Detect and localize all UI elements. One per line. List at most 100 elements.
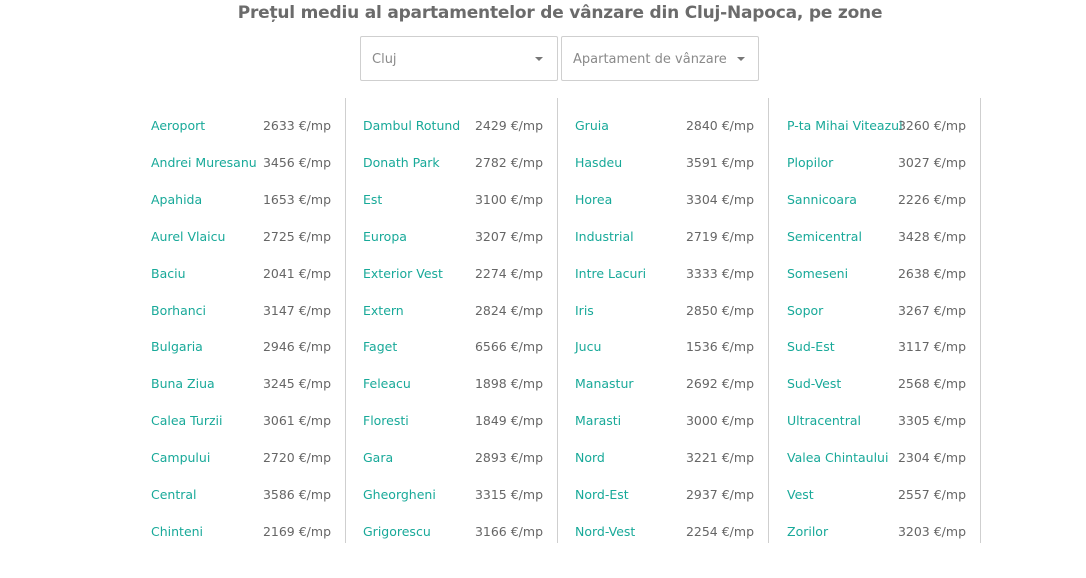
zone-column: Dambul Rotund 2429 €/mp Donath Park 2782 €/…: [352, 98, 558, 543]
property-type-select[interactable]: Apartament de vânzare: [561, 36, 759, 81]
zone-link[interactable]: Semicentral: [787, 228, 862, 244]
zone-row: Industrial 2719 €/mp: [564, 227, 768, 247]
zone-link[interactable]: Nord-Est: [575, 487, 629, 502]
zone-price: 2840 €/mp: [685, 118, 754, 133]
zone-link[interactable]: P-ta Mihai Viteazul: [787, 118, 903, 133]
zone-link[interactable]: Ultracentral: [787, 413, 861, 429]
zone-price: 6566 €/mp: [474, 339, 543, 355]
zone-link[interactable]: Baciu: [151, 265, 186, 281]
zone-link[interactable]: Gheorgheni: [363, 487, 436, 502]
zone-row: Calea Turzii 3061 €/mp: [140, 411, 345, 431]
zone-link[interactable]: Andrei Muresanu: [151, 154, 257, 170]
zone-link[interactable]: Central: [151, 487, 197, 502]
zone-price: 3203 €/mp: [897, 523, 966, 539]
zone-price: 3315 €/mp: [474, 487, 543, 502]
zone-price: 2725 €/mp: [262, 228, 331, 244]
zone-link[interactable]: Nord-Vest: [575, 523, 636, 539]
zone-link[interactable]: Dambul Rotund: [363, 118, 461, 133]
zone-link[interactable]: Chinteni: [151, 523, 204, 539]
zone-link[interactable]: Plopilor: [787, 154, 834, 170]
zone-link[interactable]: Borhanci: [151, 302, 206, 318]
zone-link[interactable]: Campului: [151, 450, 211, 466]
zone-link[interactable]: Apahida: [151, 191, 203, 207]
zone-link[interactable]: Gara: [363, 450, 394, 466]
zone-row: Exterior Vest 2274 €/mp: [352, 264, 557, 284]
zone-link[interactable]: Sopor: [787, 302, 824, 318]
zone-link[interactable]: Iris: [575, 302, 594, 318]
zone-price: 3166 €/mp: [474, 523, 543, 539]
zone-price: 3586 €/mp: [262, 487, 331, 502]
zone-link[interactable]: Marasti: [575, 413, 622, 429]
zone-link[interactable]: Europa: [363, 228, 407, 244]
zone-price: 3000 €/mp: [685, 413, 754, 429]
zone-price: 2041 €/mp: [262, 265, 331, 281]
zone-link[interactable]: Industrial: [575, 228, 634, 244]
zone-link[interactable]: Feleacu: [363, 376, 411, 392]
zone-price: 2893 €/mp: [474, 450, 543, 466]
zone-link[interactable]: Est: [363, 191, 383, 207]
zone-row: Sud-Vest 2568 €/mp: [776, 374, 980, 394]
zone-link[interactable]: Sud-Est: [787, 339, 835, 355]
zone-row: Buna Ziua 3245 €/mp: [140, 374, 345, 394]
zone-price: 3456 €/mp: [262, 154, 331, 170]
zone-link[interactable]: Vest: [787, 487, 814, 502]
zone-link[interactable]: Intre Lacuri: [575, 265, 647, 281]
zone-row: Gara 2893 €/mp: [352, 448, 557, 468]
zone-link[interactable]: Horea: [575, 191, 613, 207]
zone-price: 3333 €/mp: [685, 265, 754, 281]
zone-row: Dambul Rotund 2429 €/mp: [352, 116, 557, 136]
zone-link[interactable]: Sud-Vest: [787, 376, 842, 392]
zone-price: 3100 €/mp: [474, 191, 543, 207]
zone-price: 2692 €/mp: [685, 376, 754, 392]
zone-row: Sud-Est 3117 €/mp: [776, 337, 980, 357]
zone-link[interactable]: Extern: [363, 302, 404, 318]
zone-row: Grigorescu 3166 €/mp: [352, 522, 557, 542]
zone-row: Manastur 2692 €/mp: [564, 374, 768, 394]
zone-link[interactable]: Donath Park: [363, 154, 440, 170]
zone-row: Semicentral 3428 €/mp: [776, 227, 980, 247]
zone-row: Borhanci 3147 €/mp: [140, 301, 345, 321]
zone-link[interactable]: Zorilor: [787, 523, 829, 539]
zone-link[interactable]: Aeroport: [151, 118, 206, 133]
zone-price: 2633 €/mp: [262, 118, 331, 133]
zone-price: 2850 €/mp: [685, 302, 754, 318]
zone-price: 3245 €/mp: [262, 376, 331, 392]
zone-link[interactable]: Exterior Vest: [363, 265, 443, 281]
zone-link[interactable]: Valea Chintaului: [787, 450, 889, 466]
zone-price: 3304 €/mp: [685, 191, 754, 207]
zone-link[interactable]: Nord: [575, 450, 605, 466]
zone-row: Horea 3304 €/mp: [564, 190, 768, 210]
zone-price: 2226 €/mp: [897, 191, 966, 207]
zone-row: Plopilor 3027 €/mp: [776, 153, 980, 173]
zone-row: P-ta Mihai Viteazul 3260 €/mp: [776, 116, 980, 136]
zone-row: Floresti 1849 €/mp: [352, 411, 557, 431]
zone-row: Marasti 3000 €/mp: [564, 411, 768, 431]
zone-link[interactable]: Hasdeu: [575, 154, 623, 170]
zone-link[interactable]: Jucu: [575, 339, 602, 355]
zone-price: 3117 €/mp: [897, 339, 966, 355]
zone-row: Valea Chintaului 2304 €/mp: [776, 448, 980, 468]
zone-link[interactable]: Aurel Vlaicu: [151, 228, 226, 244]
zone-row: Extern 2824 €/mp: [352, 301, 557, 321]
zone-link[interactable]: Someseni: [787, 265, 849, 281]
zone-link[interactable]: Sannicoara: [787, 191, 857, 207]
city-select[interactable]: Cluj: [360, 36, 558, 81]
zone-price: 3591 €/mp: [685, 154, 754, 170]
zone-row: Europa 3207 €/mp: [352, 227, 557, 247]
zone-link[interactable]: Gruia: [575, 118, 609, 133]
zone-price: 3061 €/mp: [262, 413, 331, 429]
zone-link[interactable]: Faget: [363, 339, 398, 355]
zone-link[interactable]: Manastur: [575, 376, 634, 392]
zone-row: Sannicoara 2226 €/mp: [776, 190, 980, 210]
zone-price: 2720 €/mp: [262, 450, 331, 466]
zone-row: Bulgaria 2946 €/mp: [140, 337, 345, 357]
zone-link[interactable]: Bulgaria: [151, 339, 203, 355]
zone-price: 2254 €/mp: [685, 523, 754, 539]
zone-row: Baciu 2041 €/mp: [140, 264, 345, 284]
zone-link[interactable]: Calea Turzii: [151, 413, 223, 429]
zone-link[interactable]: Buna Ziua: [151, 376, 215, 392]
zone-link[interactable]: Floresti: [363, 413, 409, 429]
zone-link[interactable]: Grigorescu: [363, 523, 431, 539]
zone-price: 2937 €/mp: [685, 487, 754, 502]
zone-row: Iris 2850 €/mp: [564, 301, 768, 321]
